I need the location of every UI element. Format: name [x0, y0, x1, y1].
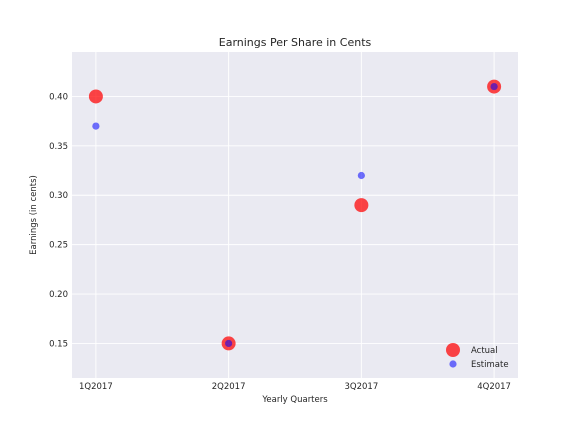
grid-lines [72, 52, 518, 378]
legend-label: Actual [471, 346, 498, 356]
y-tick-label: 0.25 [49, 241, 68, 251]
estimate-point [490, 82, 498, 91]
x-tick-label: 2Q2017 [212, 382, 246, 392]
legend-label: Estimate [471, 360, 509, 370]
y-tick-label: 0.30 [49, 191, 68, 201]
x-tick-label: 4Q2017 [477, 382, 511, 392]
y-tick-labels: 0.15 0.20 0.25 0.30 0.35 0.40 [49, 92, 68, 349]
actual-point [88, 89, 103, 104]
chart-title: Earnings Per Share in Cents [219, 36, 372, 49]
estimate-point [92, 122, 100, 130]
legend-marker [449, 360, 457, 368]
y-axis-label: Earnings (in cents) [29, 175, 39, 255]
x-tick-labels: 1Q2017 2Q2017 3Q2017 4Q2017 [79, 382, 511, 392]
data-points [88, 79, 502, 351]
estimate-point [225, 339, 233, 348]
x-axis-label: Yearly Quarters [261, 395, 328, 405]
x-tick-label: 3Q2017 [345, 382, 379, 392]
y-tick-label: 0.15 [49, 339, 68, 349]
legend: Actual Estimate [446, 343, 509, 370]
y-tick-label: 0.40 [49, 92, 68, 102]
y-tick-label: 0.20 [49, 290, 68, 300]
actual-point [354, 198, 369, 213]
x-tick-label: 1Q2017 [79, 382, 113, 392]
y-tick-label: 0.35 [49, 142, 68, 152]
estimate-point [357, 171, 365, 180]
legend-marker [446, 343, 460, 357]
plot-area [72, 52, 518, 378]
